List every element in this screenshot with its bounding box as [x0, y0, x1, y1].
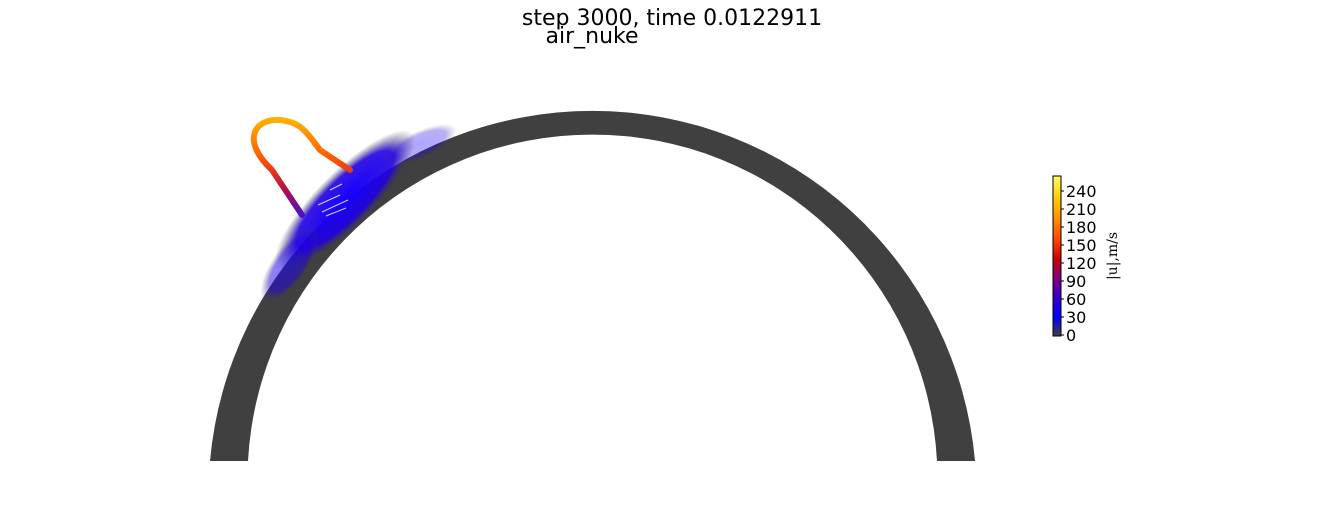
high-velocity-loop	[250, 116, 353, 218]
plot-subtitle: air_nuke	[545, 24, 639, 49]
colorbar-tick-label: 120	[1066, 254, 1097, 273]
annulus-domain	[210, 110, 975, 461]
colorbar-tick-label: 240	[1066, 182, 1097, 201]
low-velocity-region	[260, 123, 457, 304]
colorbar-tick-label: 90	[1066, 272, 1086, 291]
colorbar-gradient	[1052, 175, 1062, 337]
colorbar-tick-label: 150	[1066, 236, 1097, 255]
colorbar-tick-label: 180	[1066, 218, 1097, 237]
colorbar-tick-label: 210	[1066, 200, 1097, 219]
colorbar-tick-label: 60	[1066, 290, 1086, 309]
jet-streaks	[317, 183, 349, 217]
colorbar-tick-label: 30	[1066, 308, 1086, 327]
colorbar-tick-label: 0	[1066, 326, 1076, 345]
plot-title: step 3000, time 0.0122911	[521, 6, 823, 31]
colorbar-label: |u|,m/s	[1105, 232, 1121, 280]
